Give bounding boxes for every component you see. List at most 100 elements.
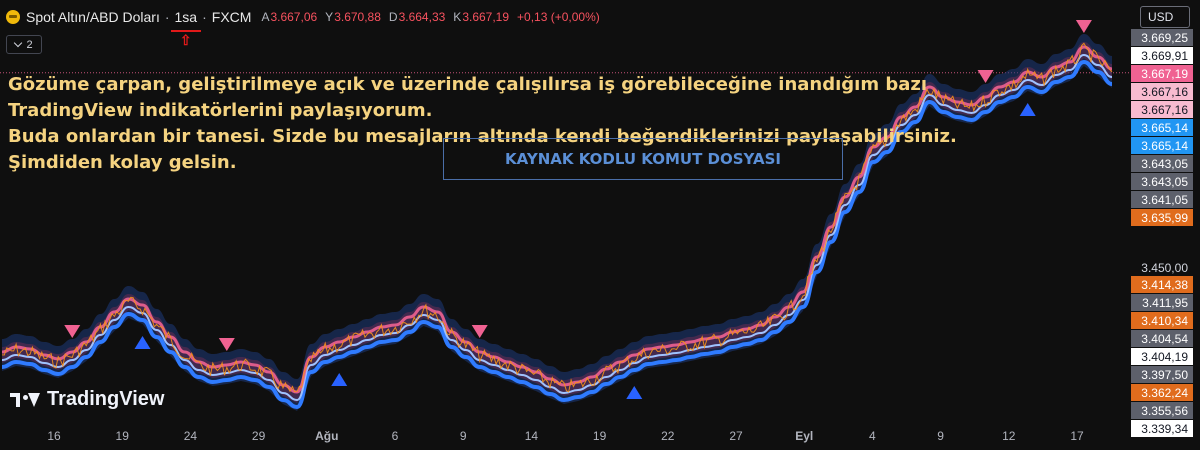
source-code-script-box[interactable]: KAYNAK KODLU KOMUT DOSYASI [443, 138, 843, 180]
timeframe-text: 1sa [174, 9, 198, 25]
overlay-line: Buda onlardan bir tanesi. Sizde bu mesaj… [8, 126, 957, 147]
close-label: K [453, 10, 462, 24]
x-tick-label: 4 [869, 429, 876, 443]
brand-name: TradingView [47, 388, 165, 410]
x-tick-label: 24 [184, 429, 198, 443]
header-separator: · [202, 9, 207, 25]
header-separator: · [164, 9, 170, 25]
price-axis-label-bg [1131, 191, 1193, 208]
lower-band-line [1, 59, 1113, 410]
price-axis-label-bg [1131, 65, 1193, 82]
price-axis-label: 3.635,99 [1131, 209, 1193, 226]
price-axis-label-bg [1131, 47, 1193, 64]
price-axis-label: 3.665,14 [1131, 119, 1193, 136]
price-axis-label-text: 3.355,56 [1141, 404, 1188, 418]
price-axis-label-bg [1131, 330, 1193, 347]
currency-button[interactable]: USD [1140, 6, 1190, 28]
overlay-message: Gözüme çarpan, geliştirilmeye açık ve üz… [8, 72, 957, 176]
marker-layer [64, 20, 1092, 399]
price-axis-label: 3.355,56 [1131, 402, 1193, 419]
price-axis-label-text: 3.641,05 [1141, 193, 1188, 207]
price-axis-label-text: 3.397,50 [1141, 368, 1188, 382]
price-axis-label: 3.643,05 [1131, 155, 1193, 172]
price-axis-label-bg [1131, 294, 1193, 311]
price-axis-label: 3.665,14 [1131, 137, 1193, 154]
price-axis-label-text: 3.665,14 [1141, 139, 1188, 153]
price-axis-label-bg [1131, 173, 1193, 190]
price-axis-label: 3.669,91 [1131, 47, 1193, 64]
price-axis-label-bg [1131, 119, 1193, 136]
low-value: 3.664,33 [398, 10, 446, 24]
x-tick-label: 9 [937, 429, 944, 443]
price-axis-label-bg [1131, 276, 1193, 293]
price-axis-label: 3.411,95 [1131, 294, 1193, 311]
sell-signal-marker [1075, 20, 1092, 33]
price-series-line [1, 42, 1113, 393]
price-axis-label: 3.667,16 [1131, 83, 1193, 100]
price-axis-label: 3.362,24 [1131, 384, 1193, 401]
axis-layer: 16 19 24 29 Ağu 6 9 14 19 22 27 Eyl 4 9 12 17 3.669,25 3.… [47, 29, 1193, 443]
x-tick-label: Ağu [315, 429, 338, 443]
up-arrow-icon: ⇧ [179, 32, 192, 48]
price-axis-label-text: 3.669,25 [1141, 31, 1188, 45]
price-axis-label-text: 3.667,19 [1141, 67, 1188, 81]
price-axis-label: 3.641,05 [1131, 191, 1193, 208]
price-axis-label-text: 3.635,99 [1141, 211, 1188, 225]
x-tick-label: 16 [47, 429, 61, 443]
sell-signal-marker [977, 70, 994, 83]
price-axis-label: 3.414,38 [1131, 276, 1193, 293]
indicators-collapse-button[interactable]: 2 [6, 35, 42, 54]
price-axis-label: 3.450,00 [1141, 261, 1188, 275]
mid-band-line [1, 53, 1113, 402]
price-axis-label: 3.404,54 [1131, 330, 1193, 347]
chart-header: Spot Altın/ABD Doları · 1sa ⇧ · FXCM A 3… [6, 6, 600, 47]
price-axis-label: 3.410,34 [1131, 312, 1193, 329]
price-axis-label-bg [1131, 312, 1193, 329]
price-axis-label-bg [1131, 402, 1193, 419]
x-tick-label: 27 [729, 429, 743, 443]
tradingview-logo-icon [10, 391, 40, 409]
price-axis-label-bg [1131, 348, 1193, 365]
price-axis-label: 3.667,16 [1131, 101, 1193, 118]
buy-signal-marker [1019, 103, 1036, 116]
x-tick-label: 14 [525, 429, 539, 443]
price-axis-label: 3.404,19 [1131, 348, 1193, 365]
overlay-line: Gözüme çarpan, geliştirilmeye açık ve üz… [8, 74, 928, 95]
price-axis-label-bg [1131, 101, 1193, 118]
price-axis-label-text: 3.667,16 [1141, 103, 1188, 117]
price-axis-label: 3.397,50 [1131, 366, 1193, 383]
buy-signal-marker [626, 386, 643, 399]
band-layer [1, 34, 1113, 411]
price-axis-label-bg [1131, 29, 1193, 46]
price-axis-label-text: 3.450,00 [1141, 261, 1188, 275]
ohlc-readout: A 3.667,06 Y 3.670,88 D 3.664,33 K 3.667… [261, 10, 599, 24]
high-value: 3.670,88 [334, 10, 381, 24]
x-tick-label: 29 [252, 429, 266, 443]
price-axis-label: 3.643,05 [1131, 173, 1193, 190]
sell-signal-marker [64, 325, 81, 338]
low-label: D [388, 10, 398, 24]
timeframe-label[interactable]: 1sa ⇧ [170, 9, 202, 47]
price-axis-label-bg [1131, 366, 1193, 383]
sell-signal-marker [471, 325, 488, 338]
x-tick-label: 17 [1070, 429, 1084, 443]
x-tick-label: 6 [392, 429, 399, 443]
price-axis-label-bg [1131, 137, 1193, 154]
price-axis-label-bg [1131, 155, 1193, 172]
price-axis-label-text: 3.339,34 [1141, 422, 1188, 436]
timeframe-underline [170, 30, 202, 32]
buy-signal-marker [134, 336, 151, 349]
symbol-name[interactable]: Spot Altın/ABD Doları [26, 9, 160, 25]
price-axis-label: 3.669,25 [1131, 29, 1193, 46]
price-axis-label-text: 3.414,38 [1141, 278, 1188, 292]
price-axis-label-text: 3.667,16 [1141, 85, 1188, 99]
gold-symbol-icon [6, 10, 20, 24]
x-tick-label: 9 [460, 429, 467, 443]
price-axis-label-text: 3.362,24 [1141, 386, 1188, 400]
price-axis-label-text: 3.643,05 [1141, 175, 1188, 189]
price-axis-label-text: 3.665,14 [1141, 121, 1188, 135]
x-tick-label: 19 [116, 429, 130, 443]
sell-signal-marker [218, 338, 235, 351]
